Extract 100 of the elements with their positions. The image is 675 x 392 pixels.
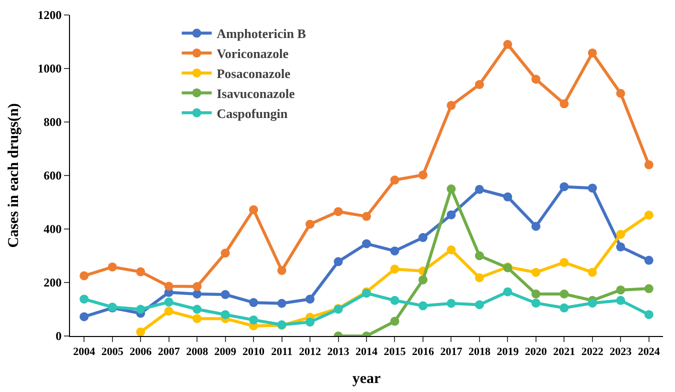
x-tick-label: 2023 <box>610 346 632 358</box>
point <box>164 282 174 291</box>
point <box>220 290 230 300</box>
x-tick-label: 2004 <box>73 346 96 358</box>
point <box>108 262 117 272</box>
point <box>474 184 484 194</box>
point <box>362 212 371 221</box>
point <box>644 310 654 320</box>
point <box>277 266 286 275</box>
y-tick-label: 200 <box>44 276 62 290</box>
point <box>249 205 258 214</box>
point <box>390 316 400 326</box>
x-tick-label: 2016 <box>412 346 434 358</box>
point <box>531 222 540 231</box>
point <box>306 220 315 229</box>
point <box>334 207 343 216</box>
x-tick-label: 2009 <box>214 346 237 358</box>
y-tick-label: 1200 <box>38 8 62 22</box>
x-tick-label: 2018 <box>468 346 491 358</box>
point <box>80 271 89 280</box>
point <box>446 100 456 110</box>
point <box>560 290 569 298</box>
point <box>390 296 400 305</box>
x-tick-label: 2013 <box>327 346 350 358</box>
point <box>531 268 540 277</box>
point <box>306 318 315 327</box>
point <box>80 294 89 304</box>
x-tick-label: 2006 <box>130 346 152 358</box>
x-tick-label: 2024 <box>638 346 660 358</box>
point <box>249 315 258 324</box>
y-axis-title: Cases in each drugs(n) <box>6 103 22 248</box>
point <box>616 285 626 294</box>
point <box>220 248 230 258</box>
legend-label: Posaconazole <box>216 66 291 82</box>
point <box>503 192 512 202</box>
point <box>192 314 202 324</box>
legend-label: Amphotericin B <box>216 26 306 42</box>
y-tick-label: 1000 <box>38 62 62 76</box>
point <box>560 99 569 108</box>
y-tick-label: 600 <box>44 168 62 183</box>
point <box>136 327 146 336</box>
point <box>446 245 456 254</box>
point <box>446 298 456 308</box>
point <box>644 210 654 220</box>
point <box>503 287 512 296</box>
point <box>164 306 174 316</box>
y-tick-label: 800 <box>44 115 62 130</box>
point <box>616 88 626 98</box>
point <box>560 182 569 192</box>
x-tick-label: 2014 <box>356 346 378 358</box>
point <box>531 74 540 84</box>
x-tick-label: 2019 <box>496 346 520 358</box>
point <box>474 80 484 90</box>
point <box>390 264 400 274</box>
legend-label: Caspofungin <box>216 106 288 121</box>
x-tick-label: 2010 <box>242 346 266 358</box>
point <box>616 242 626 252</box>
point <box>220 310 230 320</box>
point <box>192 290 202 298</box>
point <box>418 301 428 310</box>
point <box>418 233 428 242</box>
legend-label: Voriconazole <box>216 46 289 62</box>
point <box>362 239 371 248</box>
point <box>644 256 654 265</box>
point <box>474 273 484 282</box>
point <box>334 257 343 266</box>
point <box>560 303 569 312</box>
x-tick-label: 2011 <box>271 346 292 358</box>
x-tick-label: 2020 <box>524 346 548 358</box>
point <box>560 258 569 267</box>
point <box>390 246 400 256</box>
point <box>616 296 626 305</box>
x-tick-label: 2008 <box>186 346 209 358</box>
point <box>446 184 456 194</box>
x-tick-label: 2015 <box>384 346 406 358</box>
y-tick-label: 400 <box>44 222 62 236</box>
point <box>644 284 654 294</box>
point <box>588 184 597 193</box>
point <box>418 170 428 180</box>
x-tick-label: 2022 <box>581 346 604 358</box>
y-tick-label: 0 <box>56 329 62 344</box>
point <box>192 282 202 292</box>
x-tick-label: 2012 <box>299 346 322 358</box>
point <box>446 210 456 220</box>
point <box>306 294 315 304</box>
point <box>390 176 400 185</box>
point <box>588 298 597 308</box>
x-axis-title: year <box>352 371 381 388</box>
point <box>192 304 202 314</box>
point <box>531 298 540 308</box>
x-tick-label: 2017 <box>440 346 463 358</box>
legend-label: Isavuconazole <box>216 86 295 101</box>
point <box>277 298 286 308</box>
point <box>136 267 146 276</box>
point <box>249 298 258 308</box>
point <box>531 290 540 298</box>
point <box>616 230 626 239</box>
x-tick-label: 2021 <box>553 346 576 358</box>
point <box>474 300 484 310</box>
point <box>164 298 174 307</box>
